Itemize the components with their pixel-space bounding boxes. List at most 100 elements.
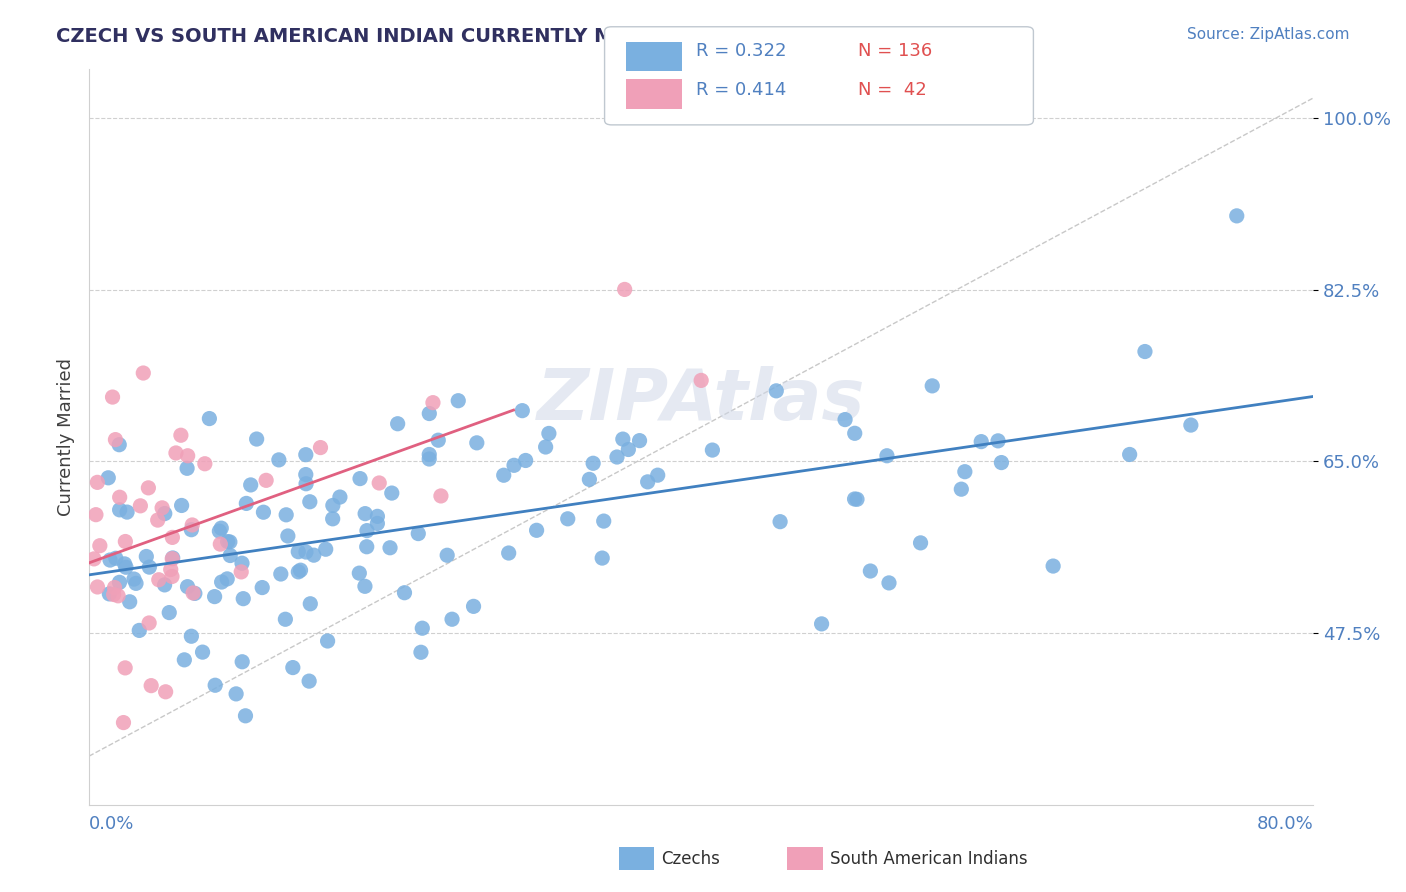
Point: [503, 458, 526, 473]
Point: [159, 562, 181, 576]
Point: [103, 581, 125, 595]
Point: [218, 535, 240, 549]
Point: [101, 390, 124, 404]
Point: [232, 591, 254, 606]
Text: N = 136: N = 136: [858, 42, 932, 60]
Point: [209, 521, 232, 535]
Point: [194, 457, 217, 471]
Point: [97, 471, 120, 485]
Point: [108, 490, 131, 504]
Point: [515, 453, 537, 467]
Point: [170, 428, 193, 442]
Point: [250, 581, 273, 595]
Point: [990, 456, 1012, 470]
Point: [418, 448, 440, 462]
Point: [138, 481, 160, 495]
Point: [592, 514, 614, 528]
Point: [769, 515, 792, 529]
Point: [162, 551, 184, 566]
Point: [1133, 344, 1156, 359]
Point: [148, 573, 170, 587]
Point: [103, 587, 125, 601]
Point: [612, 432, 634, 446]
Point: [322, 499, 344, 513]
Point: [122, 572, 145, 586]
Point: [844, 426, 866, 441]
Point: [465, 435, 488, 450]
Text: Source: ZipAtlas.com: Source: ZipAtlas.com: [1187, 27, 1350, 42]
Point: [637, 475, 659, 489]
Point: [219, 549, 242, 563]
Point: [267, 453, 290, 467]
Text: 0.0%: 0.0%: [89, 815, 135, 833]
Point: [104, 551, 127, 566]
Point: [309, 441, 332, 455]
Point: [557, 512, 579, 526]
Point: [613, 282, 636, 296]
Point: [181, 518, 204, 533]
Point: [381, 486, 404, 500]
Point: [378, 541, 401, 555]
Point: [617, 442, 640, 457]
Point: [970, 434, 993, 449]
Point: [277, 529, 299, 543]
Point: [537, 426, 560, 441]
Point: [316, 634, 339, 648]
Point: [844, 491, 866, 506]
Point: [118, 595, 141, 609]
Point: [86, 475, 108, 490]
Point: [628, 434, 651, 448]
Point: [418, 452, 440, 467]
Point: [810, 616, 832, 631]
Point: [356, 540, 378, 554]
Text: 80.0%: 80.0%: [1257, 815, 1313, 833]
Point: [950, 482, 973, 496]
Point: [104, 433, 127, 447]
Point: [141, 679, 163, 693]
Point: [436, 548, 458, 562]
Point: [418, 407, 440, 421]
Point: [217, 534, 239, 549]
Point: [1226, 209, 1249, 223]
Point: [180, 629, 202, 643]
Point: [702, 443, 724, 458]
Point: [108, 438, 131, 452]
Point: [492, 468, 515, 483]
Point: [114, 534, 136, 549]
Point: [153, 578, 176, 592]
Point: [647, 468, 669, 483]
Point: [877, 575, 900, 590]
Point: [302, 548, 325, 562]
Point: [329, 490, 352, 504]
Point: [114, 557, 136, 571]
Point: [394, 585, 416, 599]
Text: N =  42: N = 42: [858, 81, 927, 99]
Point: [162, 551, 184, 566]
Point: [132, 366, 155, 380]
Point: [578, 472, 600, 486]
Point: [1180, 418, 1202, 433]
Point: [298, 495, 321, 509]
Point: [146, 513, 169, 527]
Point: [606, 450, 628, 464]
Point: [498, 546, 520, 560]
Point: [231, 556, 253, 570]
Point: [834, 412, 856, 426]
Point: [204, 678, 226, 692]
Point: [235, 496, 257, 510]
Point: [287, 565, 309, 579]
Text: CZECH VS SOUTH AMERICAN INDIAN CURRENTLY MARRIED CORRELATION CHART: CZECH VS SOUTH AMERICAN INDIAN CURRENTLY…: [56, 27, 936, 45]
Point: [366, 516, 388, 531]
Point: [170, 499, 193, 513]
Point: [160, 569, 183, 583]
Point: [98, 553, 121, 567]
Point: [510, 403, 533, 417]
Point: [191, 645, 214, 659]
Point: [526, 524, 548, 538]
Point: [135, 549, 157, 564]
Point: [953, 465, 976, 479]
Point: [176, 580, 198, 594]
Point: [274, 612, 297, 626]
Point: [108, 575, 131, 590]
Point: [298, 674, 321, 689]
